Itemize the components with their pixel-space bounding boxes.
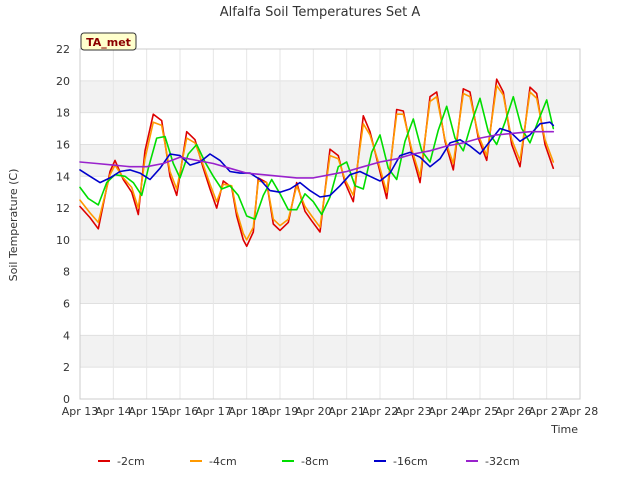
series-line-32cm <box>79 130 555 179</box>
background-band <box>80 208 580 240</box>
x-tick-label: Apr 17 <box>195 405 232 418</box>
ta-met-badge: TA_met <box>80 32 137 51</box>
y-tick-label: 2 <box>63 361 70 374</box>
x-tick-label: Apr 14 <box>95 405 132 418</box>
x-tick-label: Apr 16 <box>162 405 199 418</box>
series-line-8cm <box>79 95 555 220</box>
y-tick-label: 12 <box>56 202 70 215</box>
legend-item: -2cm <box>98 455 145 468</box>
series-line-4cm <box>79 84 555 241</box>
y-tick-label: 10 <box>56 234 70 247</box>
y-axis-ticks: 0 2 4 6 8 10 12 14 16 18 20 22 <box>56 43 70 406</box>
legend: -2cm -4cm -8cm -16cm -32cm <box>98 455 520 468</box>
grid-lines <box>79 48 581 400</box>
y-tick-label: 0 <box>63 393 70 406</box>
x-tick-label: Apr 15 <box>128 405 165 418</box>
y-tick-label: 18 <box>56 107 70 120</box>
y-tick-label: 6 <box>63 298 70 311</box>
x-tick-label: Apr 24 <box>428 405 465 418</box>
series-line-16cm <box>79 121 555 198</box>
x-tick-label: Apr 13 <box>62 405 99 418</box>
legend-item: -8cm <box>282 455 329 468</box>
plot-frame <box>79 48 581 400</box>
legend-label: -4cm <box>209 455 237 468</box>
legend-label: -32cm <box>485 455 520 468</box>
legend-item: -32cm <box>466 455 520 468</box>
x-tick-label: Apr 20 <box>295 405 332 418</box>
y-tick-label: 8 <box>63 266 70 279</box>
legend-item: -4cm <box>190 455 237 468</box>
legend-item: -16cm <box>374 455 428 468</box>
y-axis-label: Soil Temperature (C) <box>7 169 20 282</box>
legend-label: -2cm <box>117 455 145 468</box>
x-tick-label: Apr 25 <box>462 405 499 418</box>
x-tick-label: Apr 28 <box>562 405 599 418</box>
x-tick-label: Apr 18 <box>228 405 265 418</box>
chart-title: Alfalfa Soil Temperatures Set A <box>220 5 421 20</box>
background-band <box>80 335 580 368</box>
y-tick-label: 22 <box>56 43 70 56</box>
x-tick-label: Apr 22 <box>362 405 399 418</box>
x-tick-label: Apr 21 <box>328 405 365 418</box>
y-tick-label: 16 <box>56 138 70 151</box>
x-tick-label: Apr 27 <box>528 405 565 418</box>
x-tick-label: Apr 23 <box>395 405 432 418</box>
badge-box <box>80 32 137 51</box>
x-axis-label: Time <box>550 423 578 436</box>
legend-label: -16cm <box>393 455 428 468</box>
y-tick-label: 4 <box>63 329 70 342</box>
background-band <box>80 271 580 304</box>
x-tick-label: Apr 26 <box>495 405 532 418</box>
badge-label: TA_met <box>86 36 131 49</box>
series-line-2cm <box>79 78 555 248</box>
y-tick-label: 14 <box>56 170 70 183</box>
y-tick-label: 20 <box>56 75 70 88</box>
x-tick-label: Apr 19 <box>262 405 299 418</box>
legend-label: -8cm <box>301 455 329 468</box>
series-lines <box>79 78 555 248</box>
